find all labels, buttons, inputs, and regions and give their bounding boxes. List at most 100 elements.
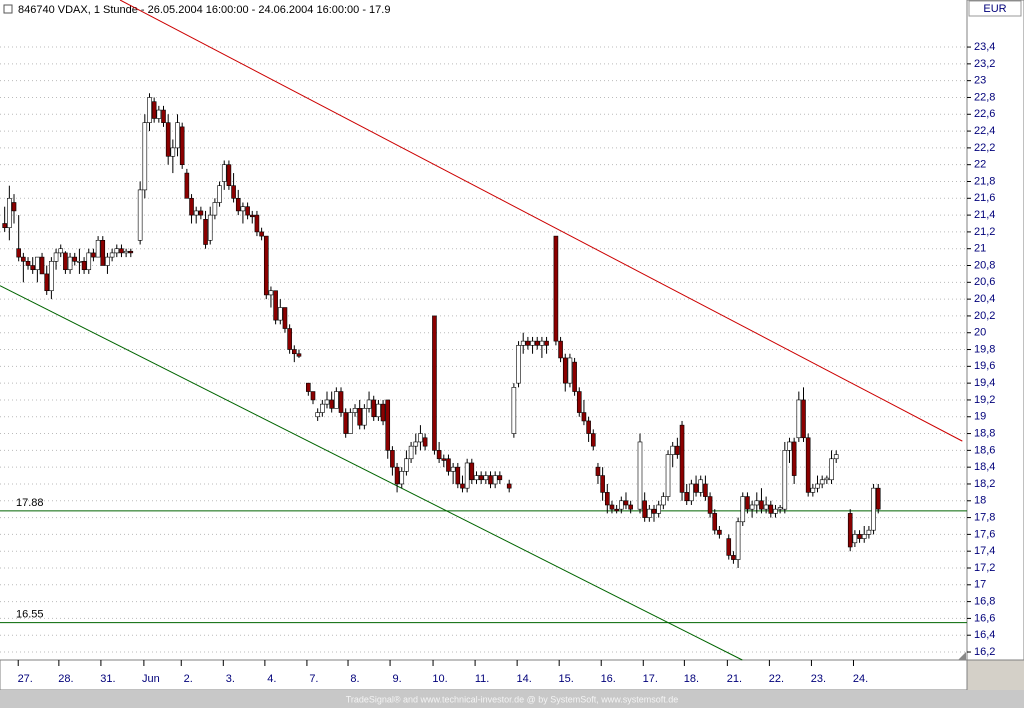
candle-body xyxy=(142,122,148,191)
candle-body xyxy=(137,189,143,241)
candle-body xyxy=(422,437,428,447)
candle-body xyxy=(128,250,134,254)
candle-body xyxy=(376,403,381,418)
x-tick-label: 4. xyxy=(267,673,276,685)
candle-body xyxy=(581,412,587,422)
candle-body xyxy=(7,197,12,229)
window-icon[interactable] xyxy=(3,4,13,14)
candle-body xyxy=(399,471,405,485)
candle-body xyxy=(791,441,797,476)
candle-body xyxy=(866,529,872,535)
y-tick-label: 19 xyxy=(974,411,986,423)
candle-body xyxy=(469,462,475,481)
candle-body xyxy=(642,500,647,518)
candle-body xyxy=(436,450,442,460)
candle-body xyxy=(259,231,264,237)
candle-body xyxy=(441,458,447,461)
candle-body xyxy=(207,214,213,241)
x-tick-label: 14. xyxy=(516,673,531,685)
candle-body xyxy=(707,496,713,514)
y-tick-label: 23,4 xyxy=(974,41,995,53)
candle-body xyxy=(161,109,166,123)
candle-body xyxy=(63,252,68,271)
candle-body xyxy=(539,340,545,346)
y-tick-label: 21,2 xyxy=(974,226,995,238)
x-tick-label: 23. xyxy=(811,673,826,685)
candle-body xyxy=(506,483,512,489)
footer: TradeSignal® and www.technical-investor.… xyxy=(346,694,679,704)
y-tick-label: 17,2 xyxy=(974,562,995,574)
candle-body xyxy=(77,261,82,263)
y-tick-label: 19,6 xyxy=(974,360,995,372)
candle-body xyxy=(263,235,269,296)
candle-body xyxy=(49,261,54,292)
candle-body xyxy=(777,507,783,510)
y-tick-label: 21,4 xyxy=(974,209,995,221)
candle-body xyxy=(679,424,685,493)
candle-body xyxy=(320,403,325,413)
candle-body xyxy=(735,521,741,560)
y-tick-label: 18 xyxy=(974,495,986,507)
y-tick-label: 23,2 xyxy=(974,58,995,70)
candle-body xyxy=(147,97,152,123)
y-tick-label: 22,4 xyxy=(974,125,995,137)
y-tick-label: 20,4 xyxy=(974,293,995,305)
candle-body xyxy=(175,122,180,149)
candle-body xyxy=(273,290,278,321)
candle-body xyxy=(460,483,465,489)
candle-body xyxy=(829,458,834,481)
candle-body xyxy=(474,475,479,481)
y-tick-label: 18,4 xyxy=(974,461,995,473)
candle-body xyxy=(810,487,816,493)
candle-body xyxy=(156,109,162,119)
x-tick-label: 11. xyxy=(475,673,489,685)
y-tick-label: 23 xyxy=(974,75,986,87)
candle-body xyxy=(123,250,129,254)
candle-body xyxy=(590,433,596,447)
y-tick-label: 17 xyxy=(974,579,986,591)
y-tick-label: 17,4 xyxy=(974,545,995,557)
candle-body xyxy=(189,197,194,216)
candle-body xyxy=(787,441,792,451)
y-tick-label: 19,4 xyxy=(974,377,995,389)
candle-body xyxy=(847,513,853,548)
candle-body xyxy=(689,483,694,502)
candle-body xyxy=(240,206,246,212)
candle-body xyxy=(740,496,746,523)
candle-body xyxy=(665,454,671,497)
candle-body xyxy=(348,412,353,434)
candle-body xyxy=(226,164,232,186)
candle-body xyxy=(801,399,806,439)
candle-body xyxy=(796,399,802,439)
y-tick-label: 20,2 xyxy=(974,310,995,322)
candle-body xyxy=(861,534,867,539)
candle-body xyxy=(292,349,297,355)
y-tick-label: 20 xyxy=(974,327,986,339)
candle-body xyxy=(380,403,386,422)
candle-body xyxy=(268,290,274,296)
candle-body xyxy=(488,475,493,485)
candle-body xyxy=(572,361,577,392)
y-tick-label: 20,6 xyxy=(974,276,995,288)
candle-body xyxy=(315,412,320,418)
candle-body xyxy=(277,307,283,321)
candle-body xyxy=(193,210,199,216)
candle-body xyxy=(833,454,839,460)
x-tick-label: 24. xyxy=(853,673,868,685)
footer-bar xyxy=(0,690,1024,708)
y-tick-label: 22,6 xyxy=(974,108,995,120)
resize-grip xyxy=(958,652,966,660)
candle-body xyxy=(21,256,26,262)
x-tick-label: 22. xyxy=(769,673,784,685)
candle-body xyxy=(95,240,101,258)
candle-body xyxy=(871,487,876,531)
candle-body xyxy=(520,340,526,346)
candle-body xyxy=(114,248,120,254)
candle-body xyxy=(875,487,881,510)
candle-body xyxy=(647,508,652,518)
candle-body xyxy=(39,256,45,275)
candle-body xyxy=(656,504,661,514)
candle-body xyxy=(558,340,563,359)
x-tick-label: 8. xyxy=(350,673,359,685)
candle-body xyxy=(357,408,363,426)
